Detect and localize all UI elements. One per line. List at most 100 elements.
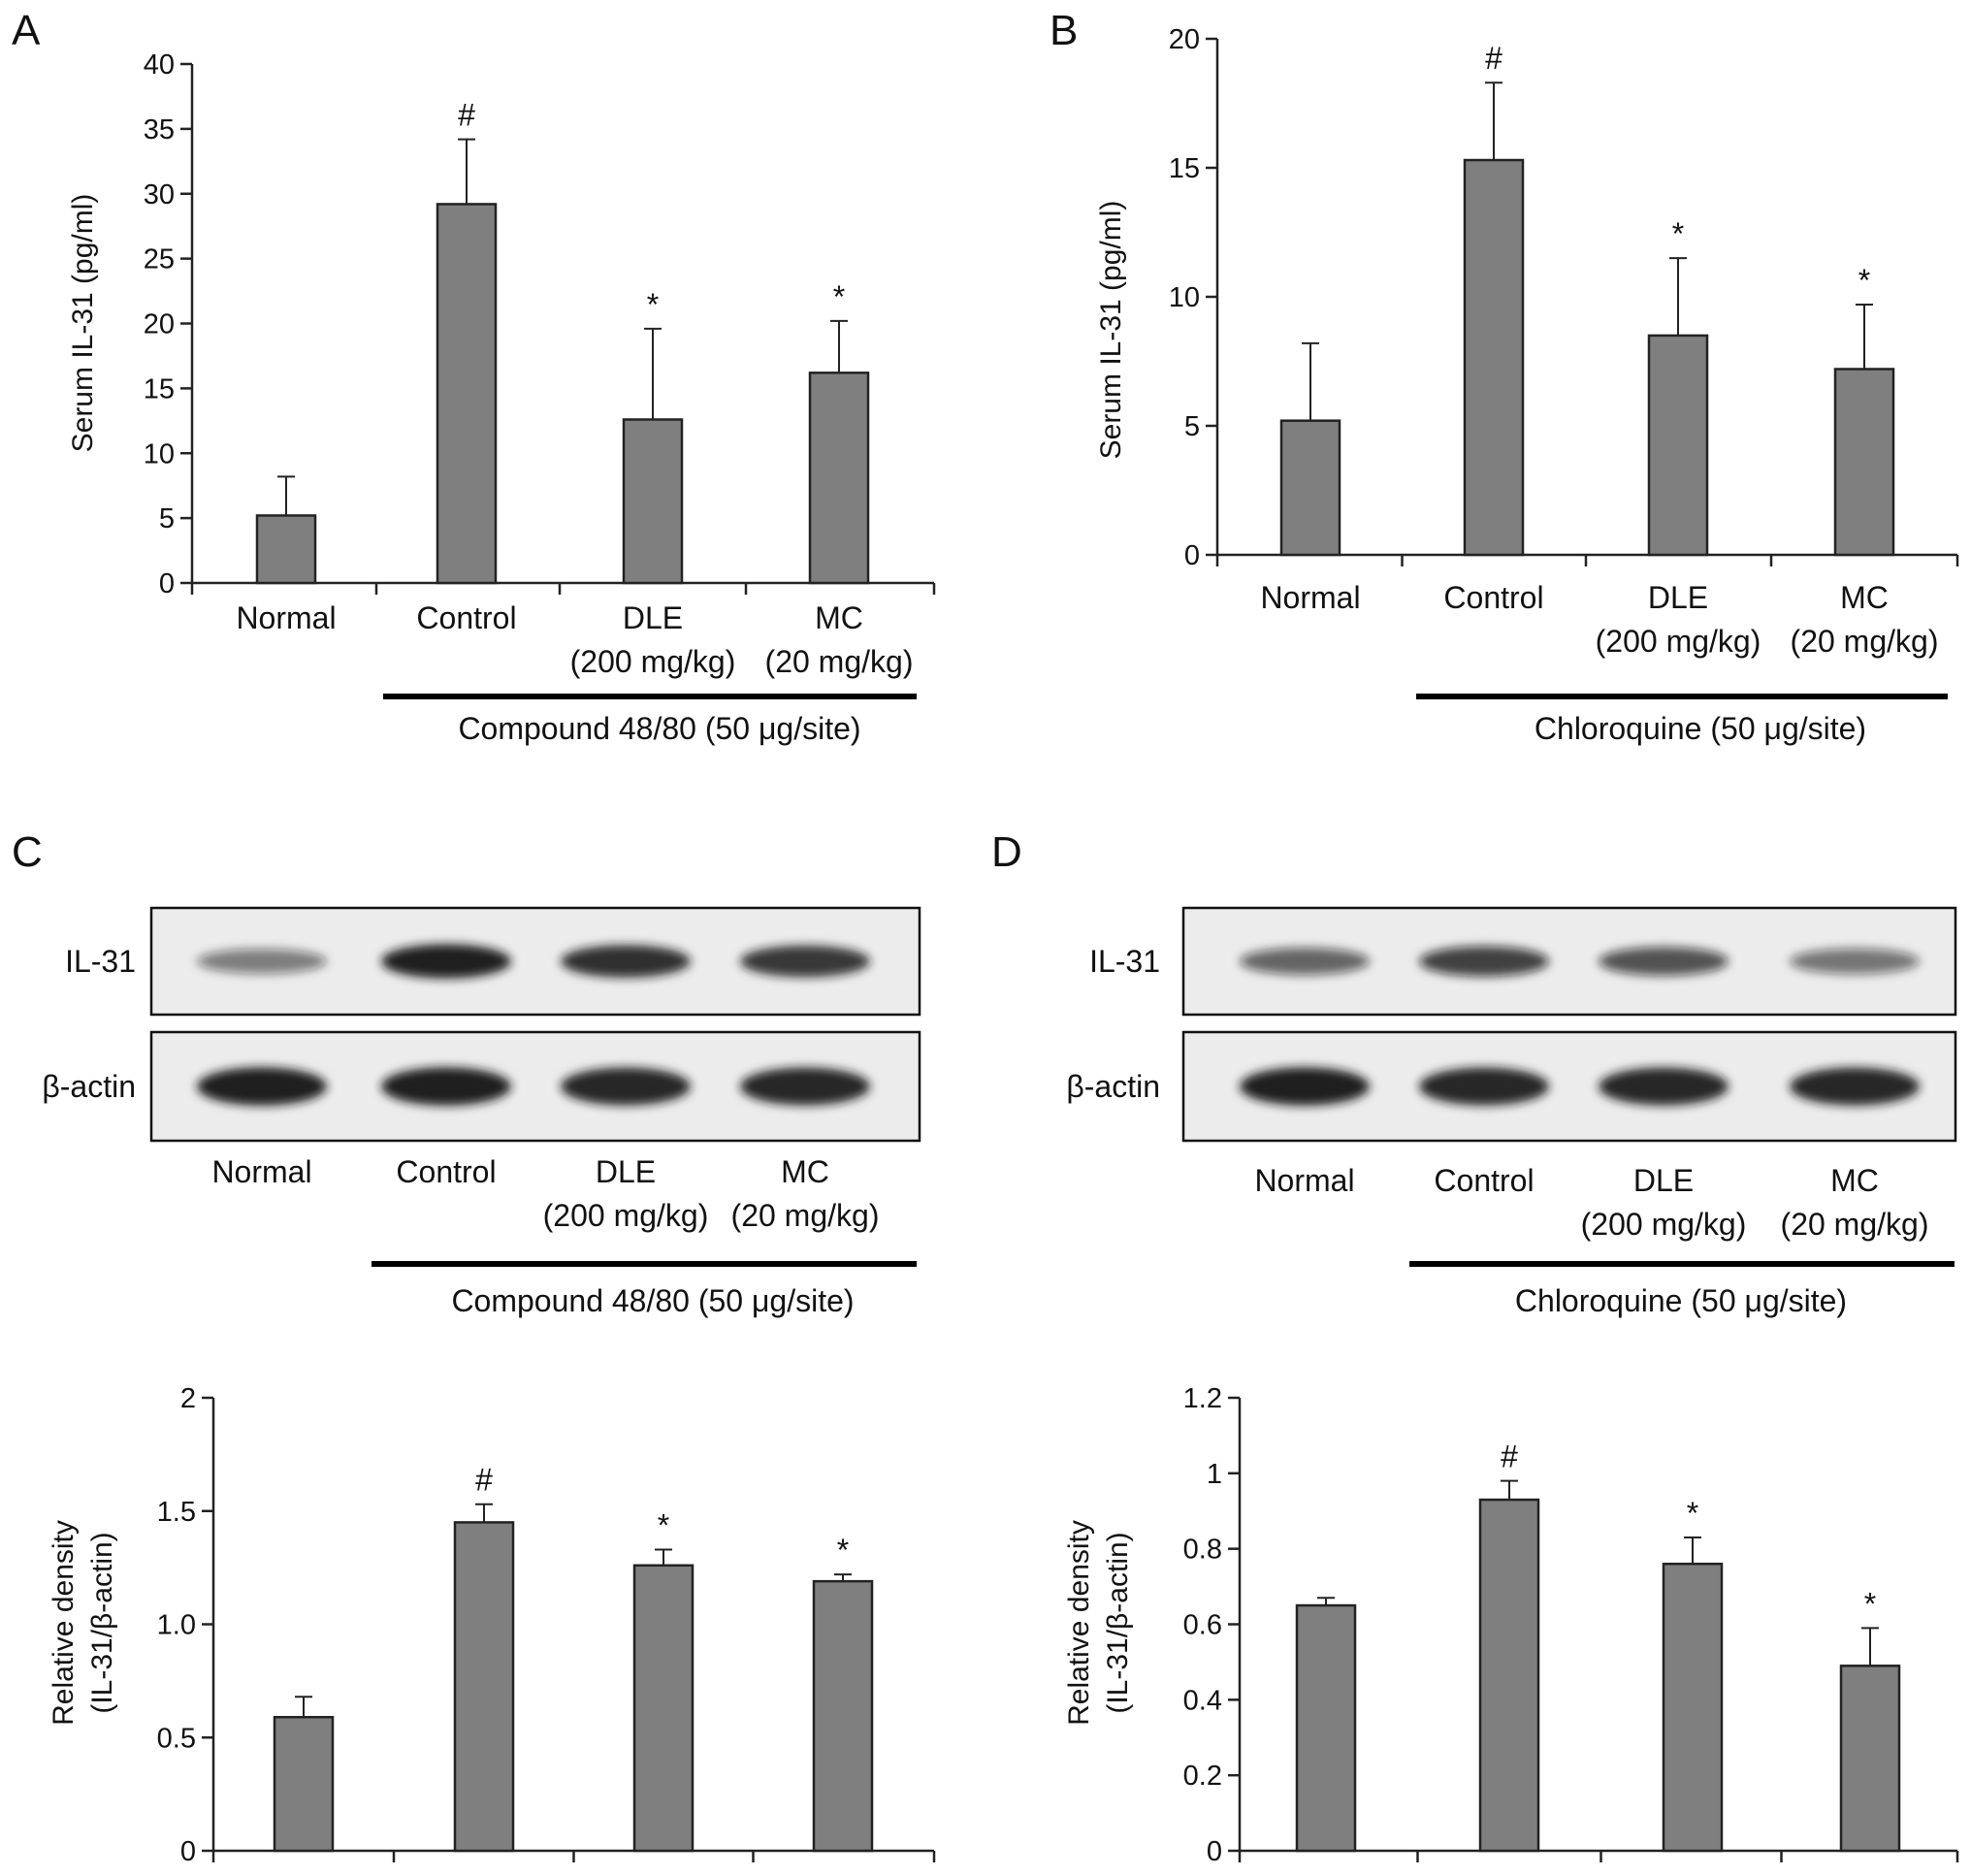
significance-mark: *: [1864, 1586, 1876, 1621]
treatment-label: Chloroquine (50 μg/site): [1535, 711, 1866, 746]
y-tick-label: 0: [180, 1836, 196, 1867]
category-label: MC: [1830, 1163, 1879, 1198]
y-tick-label: 1.0: [157, 1610, 196, 1641]
panel-c: C 0 0.5 1.0 1.5 2 Relative density (IL-31/β-act…: [12, 828, 936, 1867]
blot-label-il31: IL-31: [1089, 944, 1160, 979]
panel-d: D 0 0.2 0.4 0.6 0.8 1 1.2 Relative density (IL-31…: [991, 828, 1959, 1867]
y-tick-label: 15: [1169, 153, 1200, 184]
treatment-label: Compound 48/80 (50 μg/site): [451, 1283, 854, 1318]
blot-band: [561, 1067, 691, 1106]
panel-letter: A: [12, 7, 41, 54]
significance-mark: *: [1672, 216, 1684, 251]
bar: [812, 1579, 874, 1853]
panel-b: B 0 5 10 15 20 Serum IL-31 (pg/ml) # * * Normal Con…: [1050, 7, 1959, 746]
blot-band: [1599, 1067, 1729, 1106]
panel-letter: C: [12, 828, 43, 876]
blot-band: [1419, 1067, 1549, 1106]
y-tick-label: 1.2: [1183, 1383, 1222, 1414]
y-tick-label: 10: [1169, 282, 1200, 313]
y-tick-label: 25: [144, 244, 175, 275]
blot-band: [1790, 948, 1920, 975]
y-tick-label: 0.2: [1183, 1761, 1222, 1792]
category-label: Normal: [1260, 580, 1360, 615]
significance-mark: #: [1501, 1439, 1518, 1474]
significance-mark: *: [837, 1533, 849, 1568]
y-tick-label: 40: [144, 49, 175, 81]
y-tick-label: 35: [144, 114, 175, 146]
significance-mark: *: [658, 1507, 669, 1542]
category-sublabel: (20 mg/kg): [731, 1198, 880, 1233]
category-sublabel: (200 mg/kg): [1581, 1207, 1747, 1242]
y-tick-label: 0.5: [157, 1723, 196, 1754]
bar: [632, 1564, 695, 1853]
blot-label-actin: β-actin: [42, 1069, 136, 1104]
blot-band: [197, 1067, 327, 1106]
y-tick-label: 5: [1184, 411, 1200, 442]
blot-band: [561, 945, 691, 978]
bar: [1279, 419, 1341, 557]
bar: [1833, 368, 1895, 557]
significance-mark: *: [1687, 1496, 1698, 1531]
category-label: MC: [815, 600, 863, 635]
y-tick-label: 20: [144, 309, 175, 340]
blot-il31-row: IL-31: [65, 906, 921, 1017]
blot-label-actin: β-actin: [1066, 1069, 1160, 1104]
y-axis-title: Serum IL-31 (pg/ml): [1095, 201, 1127, 460]
bar: [453, 1521, 515, 1853]
y-axis-title-line2: (IL-31/β-actin): [1102, 1532, 1134, 1713]
panel-a: A 0 5 10 15 20 25 30 35 40 Serum IL-31 (pg/ml) # * * N…: [12, 7, 936, 746]
blot-band: [1240, 948, 1370, 975]
category-label: MC: [1840, 580, 1889, 615]
category-sublabel: (20 mg/kg): [1781, 1207, 1929, 1242]
category-label: Control: [1434, 1163, 1534, 1198]
blot-band: [381, 944, 511, 979]
blot-band: [197, 949, 327, 974]
blot-actin-row: β-actin: [1066, 1030, 1957, 1143]
category-label: DLE: [1648, 580, 1708, 615]
category-sublabel: (200 mg/kg): [570, 644, 736, 679]
y-tick-label: 15: [144, 373, 175, 404]
category-sublabel: (20 mg/kg): [1791, 624, 1939, 659]
bar: [273, 1715, 335, 1853]
category-label: Normal: [236, 600, 336, 635]
bar: [622, 418, 684, 585]
y-axis-title: Relative density: [1063, 1520, 1095, 1726]
bar: [255, 514, 317, 585]
y-tick-label: 0.6: [1183, 1610, 1222, 1641]
bar: [1463, 158, 1525, 557]
y-axis-title-line2: (IL-31/β-actin): [86, 1532, 118, 1713]
blot-band: [1240, 1067, 1370, 1106]
category-sublabel: (200 mg/kg): [543, 1198, 709, 1233]
y-tick-label: 2: [180, 1383, 196, 1414]
significance-mark: *: [1858, 263, 1870, 298]
category-label: Normal: [1254, 1163, 1354, 1198]
y-tick-label: 0: [159, 568, 175, 599]
blot-label-il31: IL-31: [65, 944, 136, 979]
category-label: Control: [1443, 580, 1543, 615]
y-axis-title: Serum IL-31 (pg/ml): [67, 194, 99, 453]
blot-band: [1419, 946, 1549, 977]
y-tick-label: 1.5: [157, 1497, 196, 1528]
category-label: Control: [396, 1154, 496, 1189]
bar: [436, 203, 498, 585]
blot-il31-row: IL-31: [1089, 906, 1957, 1017]
y-tick-label: 0: [1184, 540, 1200, 571]
blot-band: [740, 945, 870, 978]
panel-letter: D: [991, 828, 1022, 876]
y-tick-label: 0.8: [1183, 1535, 1222, 1566]
bar: [1662, 1562, 1724, 1853]
bar: [1647, 334, 1709, 557]
bar: [1839, 1665, 1901, 1853]
y-axis-title: Relative density: [48, 1520, 80, 1726]
y-tick-label: 1: [1207, 1459, 1222, 1490]
category-sublabel: (200 mg/kg): [1596, 624, 1761, 659]
category-label: Control: [416, 600, 516, 635]
category-label: DLE: [1633, 1163, 1694, 1198]
y-tick-label: 0: [1207, 1836, 1222, 1867]
y-tick-label: 10: [144, 438, 175, 469]
blot-band: [1790, 1067, 1920, 1106]
bar: [808, 372, 870, 585]
blot-band: [1599, 947, 1729, 976]
category-label: DLE: [596, 1154, 656, 1189]
